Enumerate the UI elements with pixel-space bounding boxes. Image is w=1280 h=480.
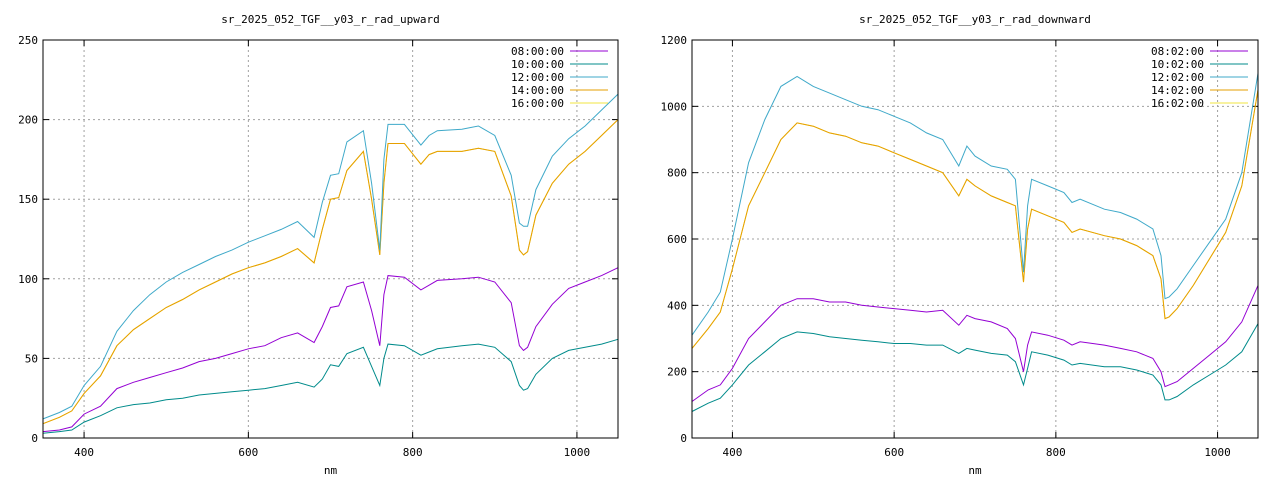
y-tick-label: 150 <box>18 193 38 206</box>
y-tick-label: 1200 <box>661 34 688 47</box>
x-tick-label: 400 <box>722 446 742 459</box>
legend-label: 10:02:00 <box>1151 58 1204 71</box>
x-tick-label: 600 <box>238 446 258 459</box>
legend-label: 14:00:00 <box>511 84 564 97</box>
y-tick-label: 0 <box>31 432 38 445</box>
series-line-14-00-00 <box>42 119 619 425</box>
x-tick-label: 600 <box>884 446 904 459</box>
chart-2: sr_2025_052_TGF__y03_r_rad_downward 0 200 4… <box>661 13 1259 477</box>
plot-frame <box>691 39 1259 439</box>
y-tick-label: 600 <box>667 233 687 246</box>
x-tick-label: 800 <box>1046 446 1066 459</box>
series-line-08-02-00 <box>691 285 1259 402</box>
series-line-12-00-00 <box>42 93 619 420</box>
x-tick-label: 800 <box>403 446 423 459</box>
y-tick-label: 50 <box>25 352 38 365</box>
y-tick-label: 200 <box>18 114 38 127</box>
x-tick-label: 400 <box>74 446 94 459</box>
y-tick-label: 800 <box>667 167 687 180</box>
y-tick-label: 250 <box>18 34 38 47</box>
legend-label: 12:00:00 <box>511 71 564 84</box>
y-tick-label: 100 <box>18 273 38 286</box>
series-line-16-00-00 <box>42 119 619 425</box>
x-tick-label: 1000 <box>564 446 591 459</box>
legend-label: 14:02:00 <box>1151 84 1204 97</box>
y-tick-label: 400 <box>667 299 687 312</box>
x-axis-label: nm <box>968 464 982 477</box>
y-tick-label: 1000 <box>661 100 688 113</box>
legend-label: 12:02:00 <box>1151 71 1204 84</box>
chart-title: sr_2025_052_TGF__y03_r_rad_downward <box>859 13 1091 26</box>
y-tick-label: 0 <box>680 432 687 445</box>
plot-frame <box>42 39 619 439</box>
legend-label: 10:00:00 <box>511 58 564 71</box>
legend-label: 08:02:00 <box>1151 45 1204 58</box>
legend-label: 08:00:00 <box>511 45 564 58</box>
legend-label: 16:00:00 <box>511 97 564 110</box>
x-axis-label: nm <box>324 464 338 477</box>
chart-title: sr_2025_052_TGF__y03_r_rad_upward <box>221 13 440 26</box>
y-tick-label: 200 <box>667 366 687 379</box>
series-line-10-02-00 <box>691 323 1259 412</box>
series-line-14-02-00 <box>691 89 1259 349</box>
series-line-12-02-00 <box>691 73 1259 336</box>
series-line-10-00-00 <box>42 338 619 434</box>
x-tick-label: 1000 <box>1204 446 1231 459</box>
legend-label: 16:02:00 <box>1151 97 1204 110</box>
series-line-08-00-00 <box>42 267 619 433</box>
chart-1: sr_2025_052_TGF__y03_r_rad_upward 0 50 100 1… <box>18 13 619 477</box>
